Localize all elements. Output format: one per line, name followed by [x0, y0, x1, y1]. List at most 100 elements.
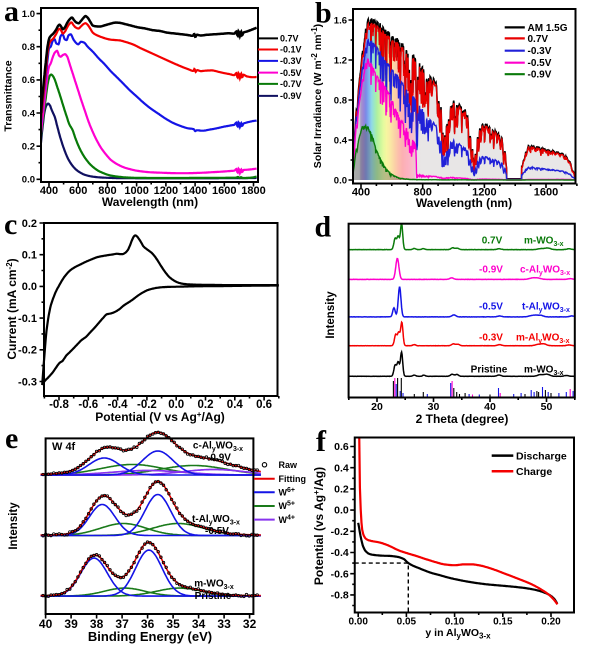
svg-text:1.2: 1.2: [334, 55, 347, 66]
svg-text:0.1: 0.1: [22, 250, 37, 262]
svg-text:Pristine: Pristine: [195, 591, 232, 602]
svg-text:b: b: [315, 0, 332, 30]
svg-text:-0.9V: -0.9V: [280, 91, 302, 101]
svg-text:36: 36: [141, 617, 155, 631]
svg-text:-0.5V: -0.5V: [528, 58, 552, 69]
svg-text:Discharge: Discharge: [516, 450, 567, 462]
svg-text:-0.1V: -0.1V: [280, 45, 302, 55]
svg-text:32: 32: [243, 617, 257, 631]
svg-text:-0.4: -0.4: [331, 547, 349, 559]
svg-text:1.6: 1.6: [334, 15, 347, 26]
svg-text:0.05: 0.05: [397, 617, 417, 628]
svg-text:2 Theta (degree): 2 Theta (degree): [416, 412, 509, 426]
svg-text:40: 40: [484, 401, 496, 413]
svg-text:0.8: 0.8: [22, 42, 35, 53]
svg-text:Intensity: Intensity: [8, 502, 20, 550]
svg-text:W6+: W6+: [279, 487, 295, 498]
svg-text:-0.5V: -0.5V: [280, 68, 302, 78]
svg-text:30: 30: [428, 401, 440, 413]
svg-text:1600: 1600: [212, 185, 236, 197]
svg-text:40: 40: [39, 617, 53, 631]
svg-text:-0.3V: -0.3V: [479, 333, 503, 344]
svg-text:Binding Energy (eV): Binding Energy (eV): [88, 629, 212, 644]
svg-text:W5+: W5+: [279, 501, 295, 512]
svg-text:-0.2: -0.2: [137, 399, 157, 411]
svg-text:34: 34: [192, 617, 206, 631]
svg-text:1.0: 1.0: [22, 9, 35, 20]
svg-text:-0.3V: -0.3V: [280, 56, 302, 66]
svg-text:0.6: 0.6: [22, 75, 35, 86]
svg-text:Wavelength (nm): Wavelength (nm): [416, 196, 512, 210]
svg-text:1800: 1800: [241, 185, 265, 197]
svg-text:-0.6: -0.6: [78, 399, 98, 411]
svg-text:800: 800: [98, 185, 116, 197]
svg-text:33: 33: [217, 617, 231, 631]
svg-text:-0.7V: -0.7V: [280, 79, 302, 89]
svg-text:0.4: 0.4: [334, 135, 348, 146]
svg-text:-0.5V: -0.5V: [205, 526, 229, 537]
svg-text:Wavelength (nm): Wavelength (nm): [102, 195, 198, 209]
svg-text:W4+: W4+: [279, 514, 295, 525]
svg-text:Potential (V vs Ag+/Ag): Potential (V vs Ag+/Ag): [95, 410, 225, 424]
svg-text:m-AlyWO3-x: m-AlyWO3-x: [516, 333, 570, 346]
svg-text:-0.3: -0.3: [18, 376, 37, 388]
svg-text:0.20: 0.20: [541, 617, 561, 628]
svg-text:0.8: 0.8: [334, 95, 347, 106]
svg-text:800: 800: [414, 187, 432, 199]
svg-text:38: 38: [90, 617, 104, 631]
svg-text:20: 20: [371, 401, 383, 413]
svg-text:0.00: 0.00: [348, 617, 368, 628]
svg-text:-0.5V: -0.5V: [479, 302, 503, 313]
svg-text:Transmittance: Transmittance: [3, 60, 15, 131]
svg-text:1000: 1000: [124, 185, 148, 197]
svg-text:-0.6: -0.6: [331, 568, 349, 580]
svg-text:t-AlyWO3-x: t-AlyWO3-x: [522, 302, 570, 315]
svg-text:37: 37: [115, 617, 129, 631]
svg-text:0.2: 0.2: [22, 218, 37, 230]
svg-text:-0.3V: -0.3V: [528, 46, 552, 57]
svg-text:Intensity: Intensity: [325, 291, 337, 339]
svg-text:1200: 1200: [154, 185, 178, 197]
svg-text:35: 35: [166, 617, 180, 631]
svg-text:0.7V: 0.7V: [482, 236, 503, 247]
svg-text:1600: 1600: [534, 187, 558, 199]
svg-text:Potential (vs Ag+/Ag): Potential (vs Ag+/Ag): [312, 467, 326, 585]
svg-text:0.4: 0.4: [334, 462, 349, 474]
svg-text:0.7V: 0.7V: [528, 34, 549, 45]
svg-text:0.15: 0.15: [493, 617, 513, 628]
svg-text:0.10: 0.10: [445, 617, 465, 628]
svg-text:0.6: 0.6: [334, 441, 349, 453]
svg-text:Pristine: Pristine: [471, 365, 508, 376]
svg-text:1200: 1200: [472, 187, 496, 199]
svg-text:0.0: 0.0: [22, 281, 37, 293]
svg-text:0.4: 0.4: [227, 399, 244, 411]
svg-text:0.4: 0.4: [22, 108, 36, 119]
svg-text:AM 1.5G: AM 1.5G: [528, 23, 568, 34]
svg-text:400: 400: [40, 185, 58, 197]
svg-text:0.2: 0.2: [198, 399, 214, 411]
svg-text:400: 400: [352, 187, 370, 199]
svg-text:-0.2: -0.2: [331, 526, 349, 538]
svg-text:-0.8: -0.8: [331, 590, 349, 602]
svg-text:0.6: 0.6: [256, 399, 272, 411]
svg-text:Fitting: Fitting: [279, 474, 307, 484]
svg-text:Solar Irradiance (W m-2 nm-1): Solar Irradiance (W m-2 nm-1): [310, 24, 324, 168]
svg-text:-0.1: -0.1: [18, 313, 37, 325]
svg-text:e: e: [5, 422, 18, 455]
svg-text:-0.9V: -0.9V: [528, 70, 552, 81]
svg-text:0.2: 0.2: [22, 142, 35, 153]
svg-text:0.0: 0.0: [22, 175, 35, 186]
svg-text:-0.8: -0.8: [49, 399, 69, 411]
svg-text:39: 39: [64, 617, 78, 631]
svg-text:a: a: [4, 0, 19, 28]
svg-text:d: d: [315, 211, 332, 244]
svg-text:t-AlyWO3-x: t-AlyWO3-x: [192, 514, 240, 527]
svg-text:0.0: 0.0: [334, 505, 349, 517]
svg-text:y in AlyWO3-x: y in AlyWO3-x: [425, 627, 491, 641]
svg-text:-0.4: -0.4: [108, 399, 128, 411]
svg-text:-0.9V: -0.9V: [207, 453, 231, 464]
svg-text:0.0: 0.0: [334, 175, 347, 186]
svg-text:c-AlyWO3-x: c-AlyWO3-x: [193, 441, 243, 454]
svg-text:600: 600: [69, 185, 87, 197]
svg-text:-0.2: -0.2: [18, 345, 37, 357]
